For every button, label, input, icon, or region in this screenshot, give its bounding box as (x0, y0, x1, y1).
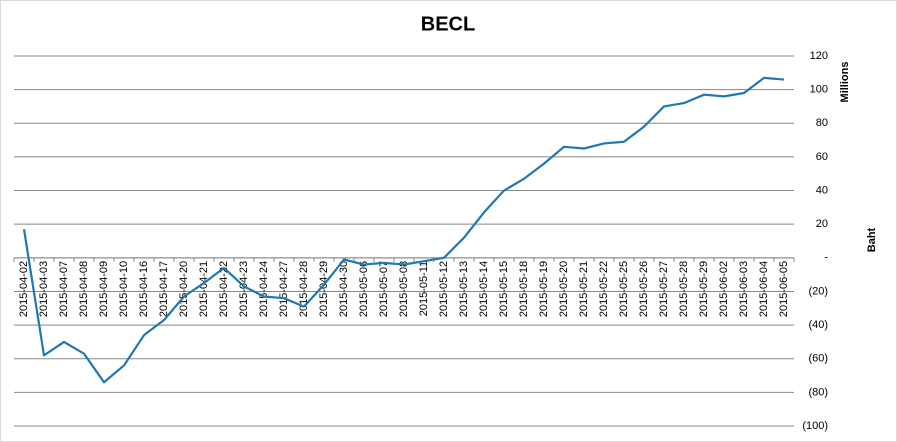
data-line (22, 76, 785, 384)
x-tick-label: 2015-05-25 (618, 261, 630, 317)
y-tick-label: (40) (808, 319, 828, 331)
x-tick-label: 2015-04-08 (78, 261, 90, 317)
x-tick-label: 2015-04-03 (38, 261, 50, 317)
x-tick-label: 2015-05-06 (358, 261, 370, 317)
y-tick-label: (80) (808, 386, 828, 398)
y-axis-title-2: Baht (866, 227, 878, 252)
x-tick-label: 2015-04-09 (98, 261, 110, 317)
x-tick-label: 2015-04-16 (138, 261, 150, 317)
x-tick-label: 2015-04-30 (338, 261, 350, 317)
x-tick-label: 2015-05-22 (598, 261, 610, 317)
x-tick-label: 2015-05-27 (658, 261, 670, 317)
y-tick-label: 120 (810, 50, 828, 62)
x-tick-label: 2015-04-28 (298, 261, 310, 317)
x-tick-label: 2015-05-29 (698, 261, 710, 317)
x-tick-label: 2015-04-29 (318, 261, 330, 317)
x-tick-label: 2015-05-26 (638, 261, 650, 317)
x-tick-label: 2015-05-07 (378, 261, 390, 317)
x-tick-label: 2015-05-20 (558, 261, 570, 317)
y-tick-label: 80 (816, 117, 828, 129)
x-tick-label: 2015-04-17 (158, 261, 170, 317)
x-tick-label: 2015-04-21 (198, 261, 210, 317)
y-axis-title: Millions (839, 62, 851, 103)
chart-title: BECL (421, 13, 475, 35)
x-tick-label: 2015-05-08 (398, 261, 410, 317)
x-tick-label: 2015-04-23 (238, 261, 250, 317)
x-tick-label: 2015-04-27 (278, 261, 290, 317)
y-tick-label: - (824, 252, 828, 264)
y-tick-label: (60) (808, 353, 828, 365)
x-tick-label: 2015-04-07 (58, 261, 70, 317)
x-tick-label: 2015-04-20 (178, 261, 190, 317)
y-tick-label: (100) (802, 420, 828, 432)
x-tick-label: 2015-05-21 (578, 261, 590, 317)
x-tick-label: 2015-04-22 (218, 261, 230, 317)
x-tick-label: 2015-05-18 (518, 261, 530, 317)
y-tick-label: 100 (810, 84, 828, 96)
x-tick-label: 2015-05-28 (678, 261, 690, 317)
y-tick-label: 40 (816, 184, 828, 196)
x-tick-label: 2015-05-13 (458, 261, 470, 317)
x-tick-label: 2015-04-02 (18, 261, 30, 317)
y-tick-label: (20) (808, 285, 828, 297)
x-tick-label: 2015-06-03 (738, 261, 750, 317)
x-tick-label: 2015-05-15 (498, 261, 510, 317)
y-tick-label: 20 (816, 218, 828, 230)
x-tick-label: 2015-05-14 (478, 261, 490, 317)
x-tick-label: 2015-06-04 (758, 261, 770, 317)
x-tick-label: 2015-05-19 (538, 261, 550, 317)
x-tick-label: 2015-05-12 (438, 261, 450, 317)
y-tick-label: 60 (816, 151, 828, 163)
x-tick-label: 2015-06-02 (718, 261, 730, 317)
x-tick-label: 2015-05-11 (418, 261, 430, 316)
x-tick-label: 2015-04-24 (258, 261, 270, 317)
x-tick-label: 2015-04-10 (118, 261, 130, 317)
x-tick-label: 2015-06-05 (778, 261, 790, 317)
